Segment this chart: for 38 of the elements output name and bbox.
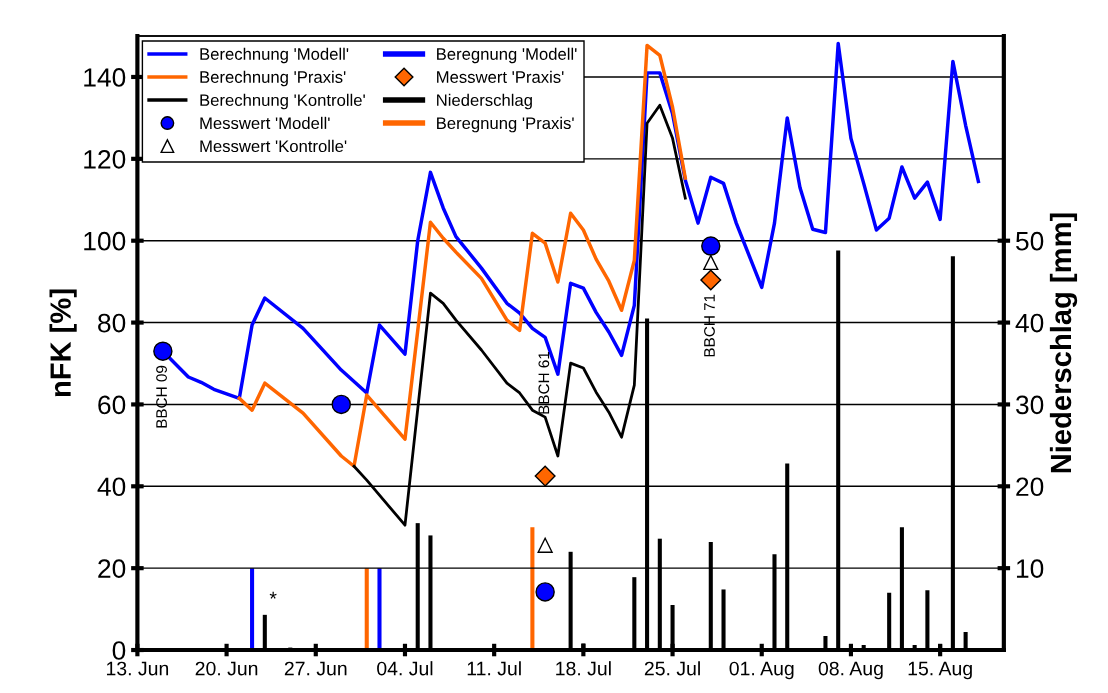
y-tick-label: 100 xyxy=(84,231,126,251)
legend-label: Messwert 'Modell' xyxy=(200,116,330,130)
y-tick-label: 140 xyxy=(84,68,126,87)
annotation: * xyxy=(269,591,277,599)
annotation: BBCH 09 xyxy=(156,365,167,428)
legend-label: Beregnung 'Modell' xyxy=(437,47,577,64)
legend-label: Messwert 'Kontrolle' xyxy=(200,139,347,153)
y-tick-label: 40 xyxy=(97,477,126,497)
legend-label: Messwert 'Praxis' xyxy=(437,70,564,83)
x-tick-label: 11. Jul xyxy=(467,661,521,676)
y-tick-label: 60 xyxy=(98,395,126,415)
y-tick-label: 0 xyxy=(112,641,126,660)
y2-tick-label: 20 xyxy=(1016,477,1044,497)
legend-label: Beregnung 'Praxis' xyxy=(437,116,574,133)
x-tick-label: 08. Aug xyxy=(818,661,883,680)
x-tick-label: 15. Aug xyxy=(908,661,972,680)
x-tick-label: 27. Jun xyxy=(284,661,347,676)
x-tick-label: 13. Jun xyxy=(106,661,169,676)
x-tick-label: 18. Jul xyxy=(556,661,611,676)
x-tick-label: 25. Jul xyxy=(644,661,700,676)
y2-tick-label: 30 xyxy=(1015,395,1044,415)
y2-tick-label: 40 xyxy=(1015,313,1044,333)
y2-tick-label: 10 xyxy=(1016,559,1044,578)
y-tick-label: 120 xyxy=(84,149,126,169)
legend-label: Berechnung 'Praxis' xyxy=(200,70,346,87)
y-tick-label: 80 xyxy=(98,313,126,333)
legend-label: Berechnung 'Kontrolle' xyxy=(200,93,365,110)
annotation: BBCH 61 xyxy=(538,351,550,414)
x-tick-label: 01. Aug xyxy=(729,661,794,680)
legend-label: Niederschlag xyxy=(437,93,532,110)
legend-label: Berechnung 'Modell' xyxy=(200,47,349,64)
annotation: BBCH 71 xyxy=(704,294,715,357)
y-axis-title: nFK [%] xyxy=(49,289,77,397)
x-tick-label: 04. Jul xyxy=(377,661,433,676)
x-tick-label: 20. Jun xyxy=(195,661,258,676)
y2-axis-title: Niederschlag [mm] xyxy=(1049,213,1078,473)
y-tick-label: 20 xyxy=(98,559,126,578)
y2-tick-label: 50 xyxy=(1016,231,1044,251)
